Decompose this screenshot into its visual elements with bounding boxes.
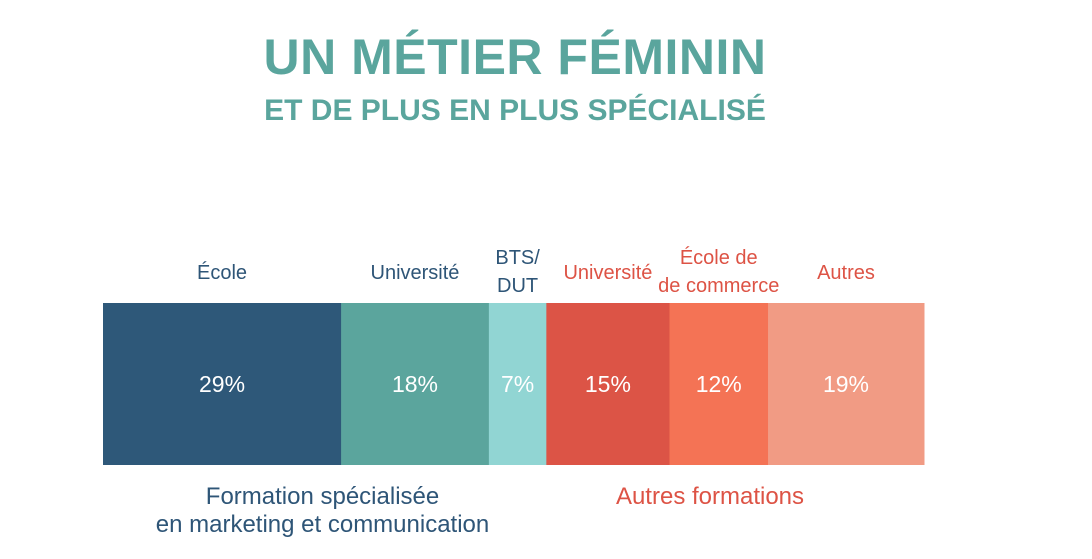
bar-value-label-3: 7% xyxy=(501,371,534,397)
group-label-specialized-line-1: Formation spécialisée xyxy=(205,483,440,510)
category-label-3-line-2: DUT xyxy=(497,275,538,297)
category-label-3-line-1: BTS/ xyxy=(495,247,540,269)
bar-value-label-1: 29% xyxy=(199,371,245,397)
bar-value-label-2: 18% xyxy=(392,371,438,397)
bar-value-label-5: 12% xyxy=(696,371,742,397)
bar-segment-2 xyxy=(341,303,490,465)
category-label-2-line-1: Université xyxy=(371,262,460,284)
category-label-1-line-1: École xyxy=(197,261,247,284)
page-subtitle: ET DE PLUS EN PLUS SPÉCIALISÉ xyxy=(264,94,766,127)
category-label-5-line-2: de commerce xyxy=(658,275,779,297)
group-label-other-line-1: Autres formations xyxy=(615,483,805,510)
page-title: UN MÉTIER FÉMININ xyxy=(263,29,767,85)
group-label-specialized: Formation spécialisée en marketing et co… xyxy=(120,483,525,539)
group-label-other: Autres formations xyxy=(560,483,860,511)
bar-segment-1 xyxy=(103,303,342,465)
category-label-4-line-1: Université xyxy=(563,262,652,284)
category-label-6-line-1: Autres xyxy=(817,262,875,284)
bar-segment-6 xyxy=(768,303,925,465)
bar-segment-5 xyxy=(669,303,769,465)
bar-value-label-6: 19% xyxy=(823,371,869,397)
bar-segment-3 xyxy=(488,303,547,465)
group-label-specialized-line-2: en marketing et communication xyxy=(155,511,490,538)
bar-value-label-4: 15% xyxy=(585,371,631,397)
category-label-5-line-1: École de xyxy=(680,246,758,269)
bar-segment-4 xyxy=(546,303,670,465)
